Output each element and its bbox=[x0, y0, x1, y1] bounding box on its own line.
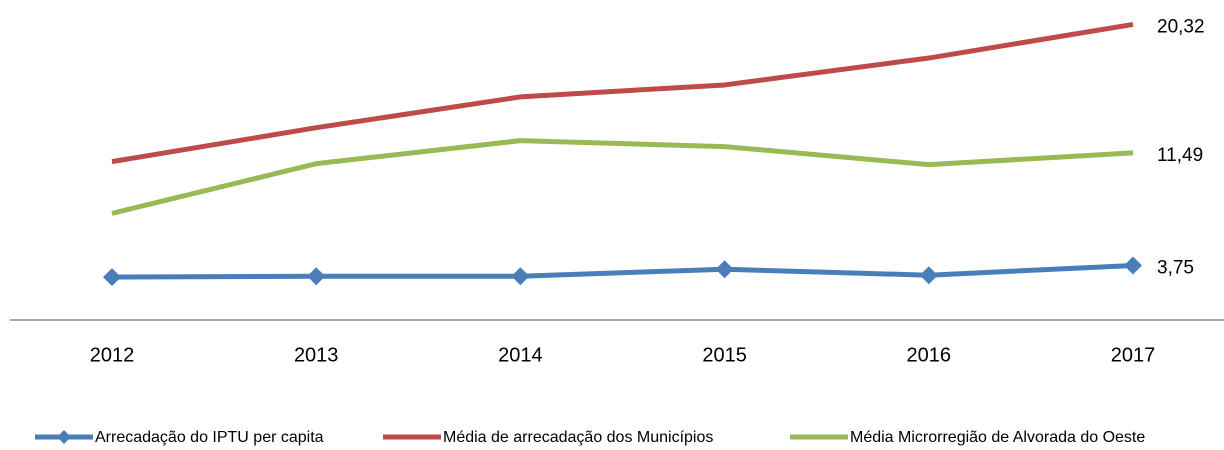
x-tick-label: 2015 bbox=[702, 344, 747, 366]
marker bbox=[1124, 256, 1142, 275]
value-label: 20,32 bbox=[1157, 16, 1205, 37]
series-line bbox=[111, 138, 1134, 216]
marker bbox=[103, 268, 121, 287]
x-tick-label: 2014 bbox=[498, 344, 543, 366]
legend-marker bbox=[57, 430, 71, 444]
marker bbox=[511, 267, 530, 286]
legend-label: Média de arrecadação dos Municípios bbox=[443, 429, 713, 446]
value-label: 3,75 bbox=[1157, 257, 1194, 278]
marker bbox=[919, 266, 938, 285]
x-tick-label: 2013 bbox=[294, 344, 339, 366]
legend-label: Média Microrregião de Alvorada do Oeste bbox=[850, 429, 1145, 446]
marker bbox=[715, 260, 734, 279]
x-tick-label: 2012 bbox=[90, 344, 135, 366]
x-tick-label: 2017 bbox=[1111, 344, 1156, 366]
series-line bbox=[111, 21, 1134, 165]
value-label: 11,49 bbox=[1157, 145, 1203, 166]
marker bbox=[307, 267, 326, 286]
series-line bbox=[111, 262, 1134, 280]
legend-label: Arrecadação do IPTU per capita bbox=[95, 429, 324, 446]
x-tick-label: 2016 bbox=[907, 344, 952, 366]
